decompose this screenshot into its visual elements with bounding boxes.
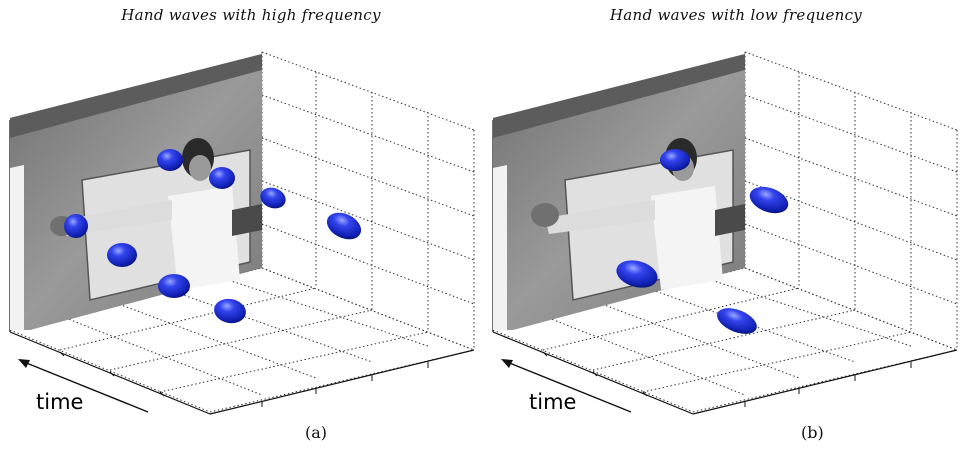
axis-ticks bbox=[542, 351, 912, 407]
panel-title: Hand waves with high frequency bbox=[121, 6, 381, 24]
blob bbox=[260, 187, 286, 209]
axis-line bbox=[492, 331, 694, 415]
blob bbox=[326, 212, 362, 240]
time-axis-label: time bbox=[36, 390, 84, 414]
video-frame-image bbox=[493, 54, 745, 330]
panel-caption: (b) bbox=[801, 423, 824, 442]
axis-line bbox=[692, 349, 958, 415]
time-arrow bbox=[18, 359, 149, 413]
blob bbox=[660, 149, 690, 171]
3d-plot bbox=[9, 51, 475, 415]
panel-a: Hand waves with high frequency bbox=[0, 0, 482, 451]
blobs bbox=[616, 149, 789, 334]
3d-plot bbox=[492, 51, 958, 415]
blob bbox=[158, 274, 190, 298]
blob bbox=[717, 308, 757, 334]
blobs bbox=[64, 149, 362, 324]
video-frame-image bbox=[10, 54, 262, 330]
axis-ticks bbox=[59, 351, 429, 407]
panel-caption: (a) bbox=[305, 423, 328, 442]
time-arrow bbox=[501, 359, 632, 413]
blob bbox=[749, 186, 789, 214]
blob bbox=[157, 149, 183, 171]
blob bbox=[209, 167, 235, 189]
time-axis-label: time bbox=[529, 390, 577, 414]
panel-title: Hand waves with low frequency bbox=[609, 6, 863, 24]
axis-line bbox=[209, 349, 475, 415]
axis-line bbox=[9, 331, 211, 415]
blob bbox=[214, 298, 246, 324]
blob bbox=[616, 260, 658, 288]
blob bbox=[64, 214, 88, 238]
panel-b: Hand waves with low frequency bbox=[483, 0, 965, 451]
blob bbox=[107, 243, 137, 267]
